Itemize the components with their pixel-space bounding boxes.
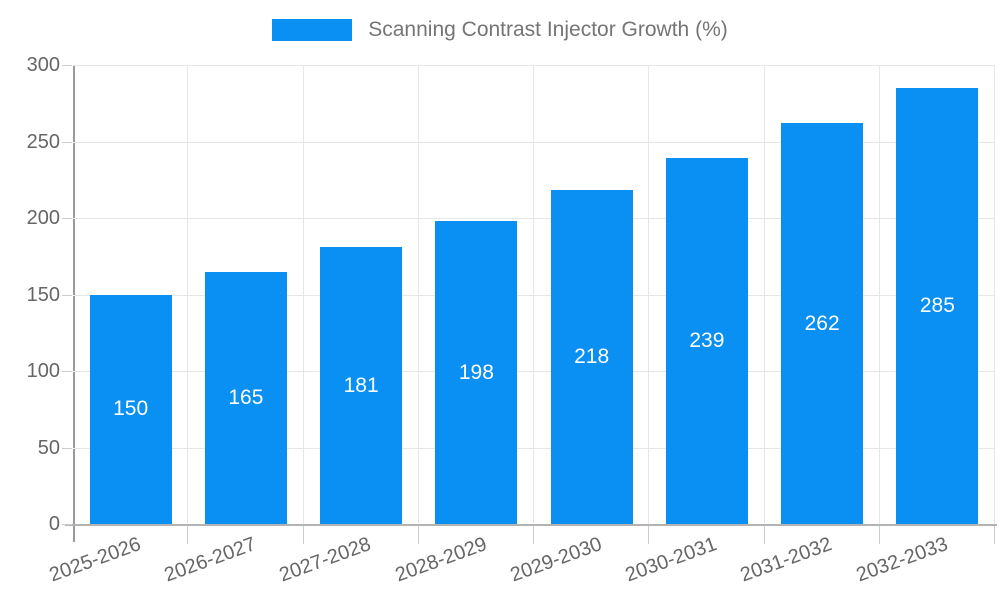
v-gridline bbox=[648, 65, 650, 524]
legend-swatch-icon bbox=[272, 19, 353, 41]
x-tick-label: 2026-2027 bbox=[161, 533, 260, 587]
h-gridline bbox=[73, 294, 995, 296]
x-tick-label: 2027-2028 bbox=[276, 533, 375, 587]
v-gridline bbox=[763, 65, 765, 524]
bar-value-label: 239 bbox=[689, 329, 725, 353]
x-tick-mark bbox=[187, 526, 189, 544]
x-tick-label: 2031-2032 bbox=[737, 533, 836, 587]
bar[interactable]: 239 bbox=[665, 158, 748, 524]
x-axis-baseline bbox=[65, 524, 997, 526]
x-tick-mark bbox=[533, 526, 534, 544]
x-tick-mark bbox=[878, 526, 880, 544]
bar[interactable]: 198 bbox=[435, 221, 518, 524]
x-tick-label: 2025-2026 bbox=[46, 533, 144, 587]
x-tick-label: 2030-2031 bbox=[622, 533, 721, 587]
bar[interactable]: 165 bbox=[204, 271, 287, 524]
y-tick-label: 150 bbox=[26, 283, 60, 306]
x-tick-label: 2032-2033 bbox=[853, 533, 951, 587]
x-tick-mark bbox=[994, 526, 995, 544]
plot-area: 150 165 181 198 218 239 262 285 bbox=[73, 65, 995, 524]
y-tick-label: 50 bbox=[37, 436, 60, 459]
bar-value-label: 218 bbox=[574, 345, 610, 369]
x-tick-mark bbox=[417, 526, 419, 544]
h-gridline bbox=[73, 65, 995, 66]
legend-item[interactable]: Scanning Contrast Injector Growth (%) bbox=[272, 18, 728, 42]
y-tick-label: 300 bbox=[26, 54, 60, 76]
y-tick-label: 250 bbox=[26, 130, 60, 153]
bar-value-label: 262 bbox=[804, 311, 840, 335]
bar-value-label: 150 bbox=[113, 397, 149, 421]
x-tick-mark bbox=[302, 526, 304, 544]
bar[interactable]: 218 bbox=[550, 190, 633, 524]
v-gridline bbox=[533, 65, 534, 524]
bar[interactable]: 150 bbox=[89, 294, 172, 524]
v-gridline bbox=[187, 65, 189, 524]
x-tick-mark bbox=[763, 526, 765, 544]
v-gridline bbox=[994, 65, 995, 524]
y-tick-mark bbox=[62, 447, 72, 449]
bar[interactable]: 262 bbox=[781, 123, 864, 524]
v-gridline bbox=[302, 65, 304, 524]
y-tick-mark bbox=[62, 65, 72, 66]
h-gridline bbox=[73, 218, 995, 219]
bar-value-label: 165 bbox=[228, 385, 264, 409]
bar-value-label: 181 bbox=[343, 373, 379, 397]
h-gridline bbox=[73, 447, 995, 449]
y-tick-mark bbox=[62, 141, 72, 143]
y-tick-label: 200 bbox=[26, 207, 60, 229]
v-gridline bbox=[417, 65, 419, 524]
x-tick-label: 2028-2029 bbox=[392, 533, 490, 587]
x-tick-label: 2029-2030 bbox=[507, 533, 605, 587]
bar-value-label: 198 bbox=[458, 360, 494, 384]
y-tick-label: 0 bbox=[48, 513, 60, 535]
v-gridline bbox=[878, 65, 880, 524]
bar[interactable]: 285 bbox=[896, 87, 979, 524]
y-tick-mark bbox=[62, 371, 72, 372]
h-gridline bbox=[73, 371, 995, 372]
y-tick-mark bbox=[62, 218, 72, 219]
legend-container: Scanning Contrast Injector Growth (%) bbox=[0, 18, 1000, 42]
y-tick-mark bbox=[62, 294, 72, 296]
x-tick-mark bbox=[648, 526, 650, 544]
bar-value-label: 285 bbox=[919, 293, 955, 317]
y-tick-label: 100 bbox=[26, 360, 60, 382]
legend-label: Scanning Contrast Injector Growth (%) bbox=[368, 18, 728, 41]
y-axis-line bbox=[73, 65, 75, 542]
h-gridline bbox=[73, 141, 995, 143]
bar[interactable]: 181 bbox=[320, 247, 403, 524]
y-tick-mark bbox=[62, 524, 72, 525]
